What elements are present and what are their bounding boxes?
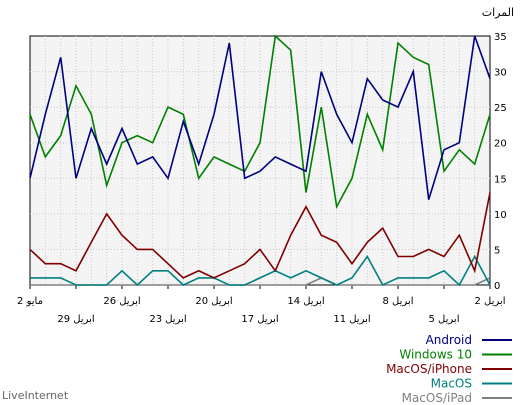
- y-tick-label: 30: [494, 68, 507, 79]
- y-tick-label: 35: [494, 32, 507, 43]
- source-label: LiveInternet: [2, 389, 69, 402]
- legend-label-macos: MacOS: [431, 377, 472, 391]
- x-tick-label: 2 مايو: [17, 296, 43, 307]
- legend-label-macos-iphone: MacOS/iPhone: [386, 362, 472, 376]
- x-tick-label: 11 ابريل: [333, 314, 370, 325]
- y-tick-label: 0: [494, 281, 500, 292]
- y-tick-label: 20: [494, 139, 507, 150]
- x-tick-label: 17 ابريل: [241, 314, 278, 325]
- y-unit-label: المرات: [482, 6, 514, 19]
- legend-label-windows-10: Windows 10: [399, 348, 472, 362]
- series-line-macos-iphone: [29, 192, 491, 279]
- x-tick-label: 14 ابريل: [287, 296, 324, 307]
- series-line-windows-10: [29, 34, 491, 210]
- x-tick-label: 20 ابريل: [195, 296, 232, 307]
- legend-label-macos-ipad: MacOS/iPad: [402, 391, 472, 405]
- y-axis-ticks: 0 5 10 15 20 25 30 35: [494, 32, 507, 292]
- x-tick-label: 23 ابريل: [149, 314, 186, 325]
- y-tick-label: 10: [494, 210, 507, 221]
- x-tick-label: 26 ابريل: [103, 296, 140, 307]
- y-tick-label: 15: [494, 174, 507, 185]
- y-tick-label: 25: [494, 103, 507, 114]
- x-tick-label: 5 ابريل: [429, 314, 460, 325]
- series-lines: [29, 34, 491, 287]
- legend-label-android: Android: [426, 333, 472, 347]
- plot-area: [29, 35, 491, 286]
- series-line-macos: [30, 254, 491, 287]
- x-axis-ticks: 2 ابريل 5 ابريل 8 ابريل 11 ابريل 14 ابريل 17 …: [17, 285, 505, 325]
- x-tick-label: 8 ابريل: [383, 296, 414, 307]
- series-line-android: [29, 35, 491, 200]
- x-tick-label: 2 ابريل: [475, 296, 506, 307]
- y-tick-label: 5: [494, 245, 500, 256]
- x-tick-label: 29 ابريل: [57, 314, 94, 325]
